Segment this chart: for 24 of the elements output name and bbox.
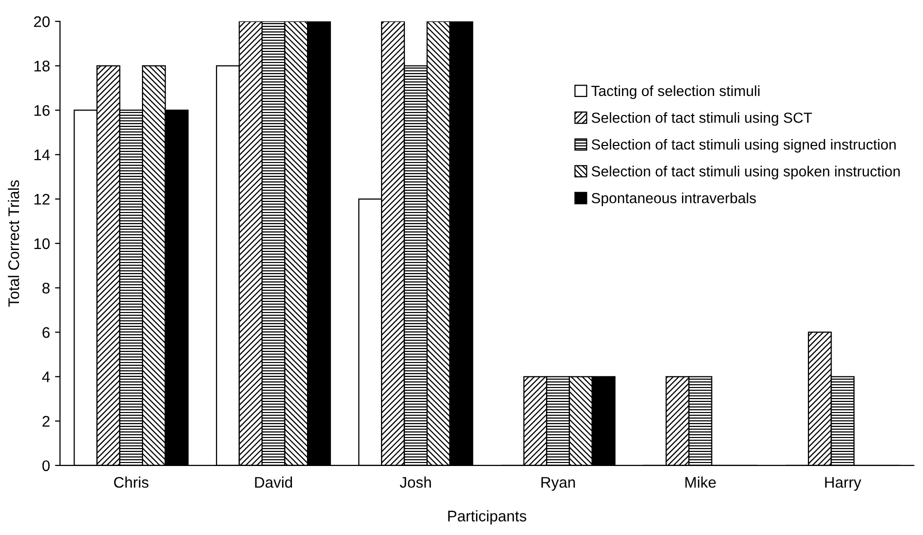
y-tick-label: 2 <box>42 416 50 427</box>
x-tick-label: Chris <box>114 476 148 488</box>
y-tick-label: 12 <box>34 194 50 205</box>
x-axis-title: Participants <box>448 510 526 524</box>
y-tick-label: 14 <box>34 150 50 160</box>
y-tick-label: 16 <box>34 105 50 116</box>
x-tick-label: Josh <box>400 476 431 488</box>
y-tick-label: 20 <box>34 16 50 28</box>
y-tick-label: 6 <box>42 327 50 338</box>
legend-label: Selection of tact stimuli using spoken instruction <box>592 166 900 180</box>
y-axis-title: Total Correct Trials <box>8 180 20 307</box>
x-tick-label: Ryan <box>541 477 575 491</box>
y-tick-label: 4 <box>42 372 50 382</box>
legend-label: Selection of tact stimuli using signed instruction <box>592 138 896 153</box>
y-tick-label: 0 <box>42 460 50 472</box>
x-tick-label: Harry <box>825 477 862 491</box>
legend-label: Selection of tact stimuli using SCT <box>592 112 812 126</box>
y-tick-label: 18 <box>34 60 50 72</box>
x-tick-label: Mike <box>685 476 716 488</box>
y-tick-label: 8 <box>42 282 50 294</box>
y-tick-label: 10 <box>34 238 50 250</box>
x-tick-label: David <box>255 476 292 488</box>
legend-label: Spontaneous intraverbals <box>592 192 756 206</box>
legend-label: Tacting of selection stimuli <box>591 85 760 99</box>
